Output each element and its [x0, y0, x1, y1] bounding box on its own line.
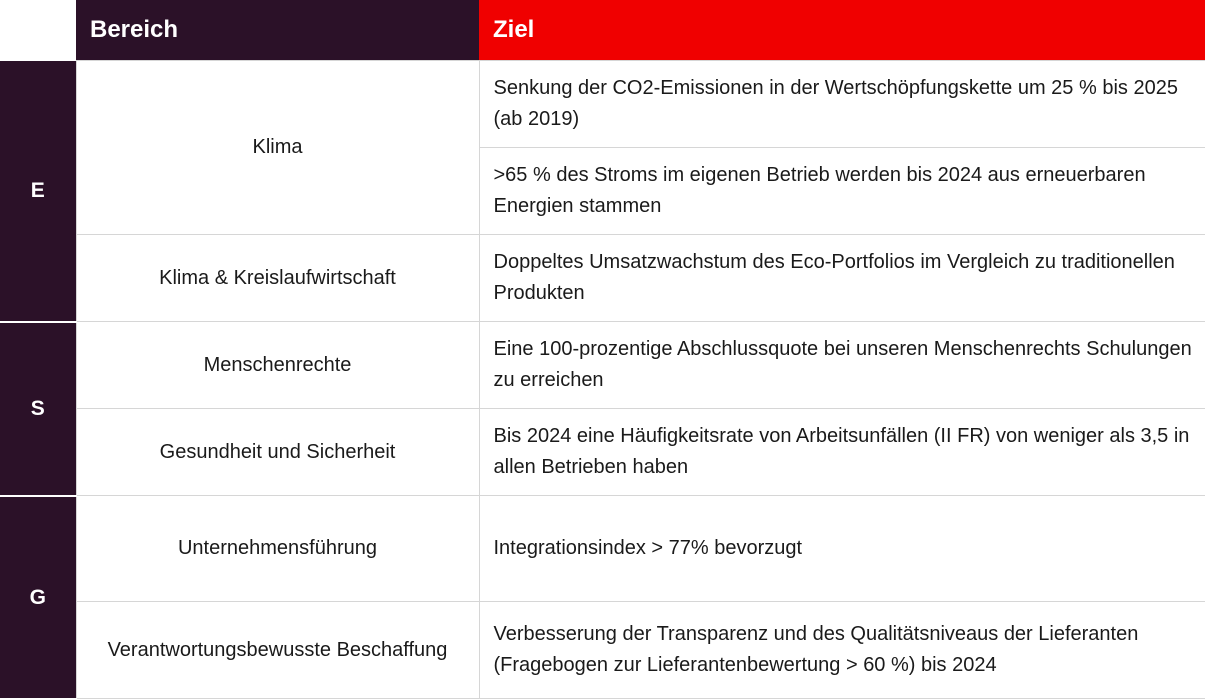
area-klima: Klima: [75, 60, 480, 235]
table-row: Klima & Kreislaufwirtschaft Doppeltes Um…: [0, 234, 1205, 322]
table-row: G Unternehmensführung Integrationsindex …: [0, 495, 1205, 700]
header-blank-cell: [0, 0, 76, 61]
table-header-row: Bereich Ziel: [0, 0, 1205, 61]
area-kreislauf: Klima & Kreislaufwirtschaft: [75, 234, 480, 322]
goal-co2: Senkung der CO2-Emissionen in der Wertsc…: [478, 60, 1205, 148]
goal-schulung: Eine 100-prozentige Abschlussquote bei u…: [478, 321, 1205, 409]
table-row: Verantwortungsbewusste Beschaffung Verbe…: [0, 601, 1205, 699]
table-row: Gesundheit und Sicherheit Bis 2024 eine …: [0, 408, 1205, 496]
category-e: E: [0, 60, 76, 323]
goal-strom: >65 % des Stroms im eigenen Betrieb werd…: [478, 147, 1205, 235]
area-beschaffung: Verantwortungsbewusste Beschaffung: [75, 601, 480, 699]
area-gesundheit: Gesundheit und Sicherheit: [75, 408, 480, 496]
table-row: >65 % des Stroms im eigenen Betrieb werd…: [0, 147, 1205, 235]
table-row: E Klima Senkung der CO2-Emissionen in de…: [0, 60, 1205, 323]
header-goal: Ziel: [479, 0, 1205, 61]
table-row: S Menschenrechte Eine 100-prozentige Abs…: [0, 321, 1205, 497]
category-s: S: [0, 321, 76, 497]
goal-umsatz: Doppeltes Umsatzwachstum des Eco-Portfol…: [478, 234, 1205, 322]
category-g: G: [0, 495, 76, 700]
goal-integration: Integrationsindex > 77% bevorzugt: [478, 495, 1205, 602]
area-fuehrung: Unternehmensführung: [75, 495, 480, 602]
goal-unfall: Bis 2024 eine Häufigkeitsrate von Arbeit…: [478, 408, 1205, 496]
area-menschenrechte: Menschenrechte: [75, 321, 480, 409]
header-area: Bereich: [76, 0, 479, 61]
goal-lieferant: Verbesserung der Transparenz und des Qua…: [478, 601, 1205, 699]
